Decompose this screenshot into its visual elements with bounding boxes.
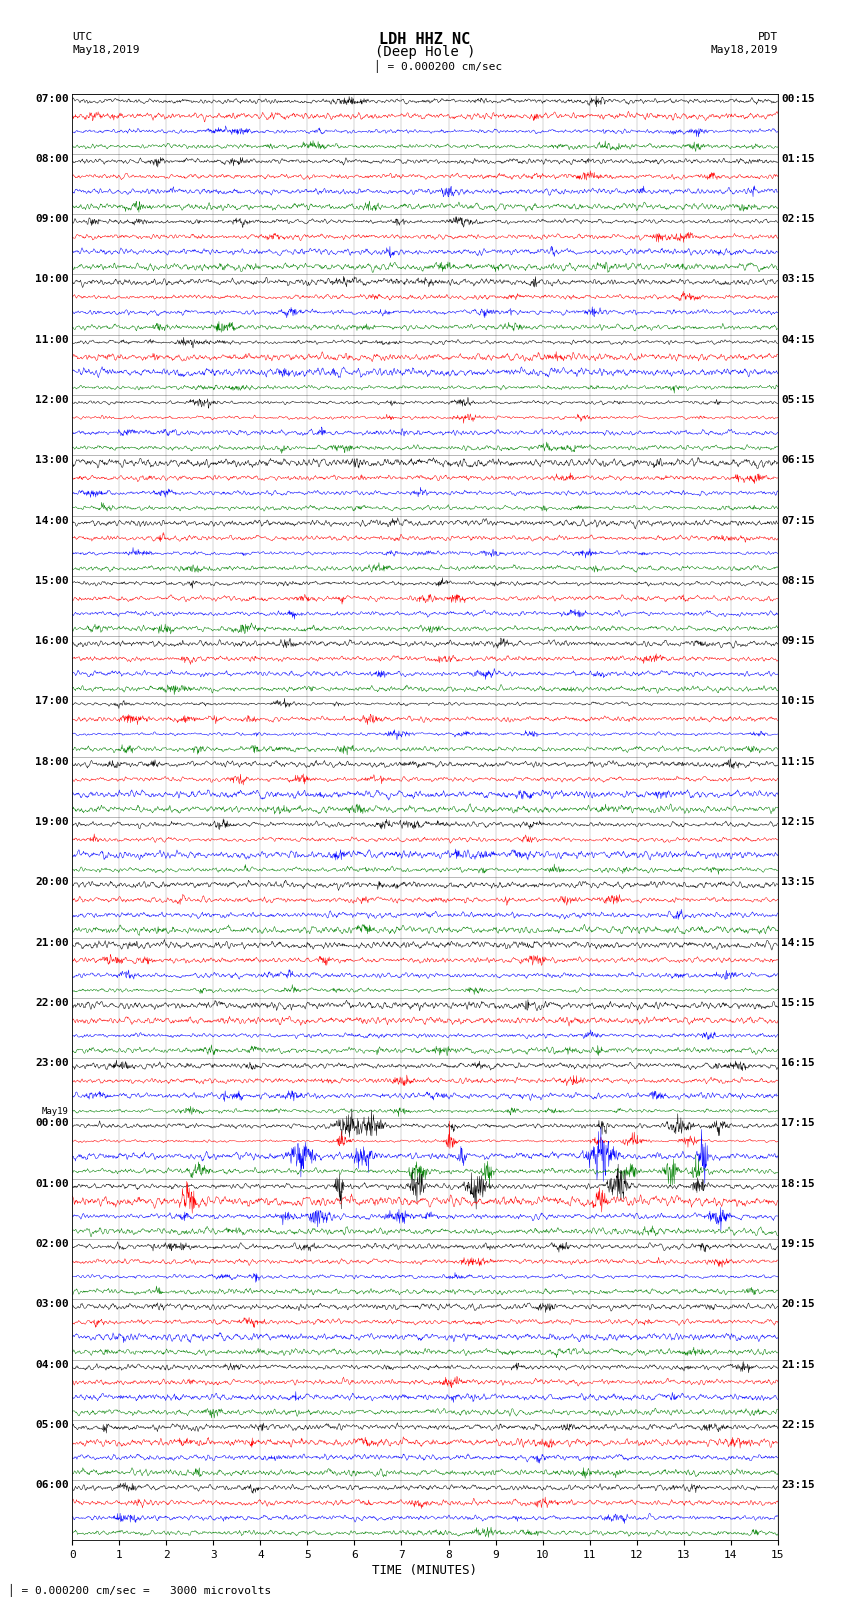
Text: 21:00: 21:00 — [35, 937, 69, 947]
Text: 23:15: 23:15 — [781, 1481, 815, 1490]
Text: 01:15: 01:15 — [781, 153, 815, 165]
Text: 02:00: 02:00 — [35, 1239, 69, 1248]
Text: 13:15: 13:15 — [781, 877, 815, 887]
Text: May18,2019: May18,2019 — [711, 45, 778, 55]
Text: 02:15: 02:15 — [781, 215, 815, 224]
Text: 20:00: 20:00 — [35, 877, 69, 887]
Text: 14:15: 14:15 — [781, 937, 815, 947]
Text: 19:00: 19:00 — [35, 818, 69, 827]
Text: 11:00: 11:00 — [35, 336, 69, 345]
Text: 23:00: 23:00 — [35, 1058, 69, 1068]
Text: 06:00: 06:00 — [35, 1481, 69, 1490]
Text: 14:00: 14:00 — [35, 516, 69, 526]
Text: May18,2019: May18,2019 — [72, 45, 139, 55]
Text: 13:00: 13:00 — [35, 455, 69, 465]
Text: UTC: UTC — [72, 32, 93, 42]
Text: 22:15: 22:15 — [781, 1419, 815, 1429]
Text: 21:15: 21:15 — [781, 1360, 815, 1369]
Text: 03:15: 03:15 — [781, 274, 815, 284]
Text: PDT: PDT — [757, 32, 778, 42]
Text: 19:15: 19:15 — [781, 1239, 815, 1248]
Text: (Deep Hole ): (Deep Hole ) — [375, 45, 475, 60]
Text: 07:00: 07:00 — [35, 94, 69, 103]
Text: 00:00: 00:00 — [35, 1118, 69, 1129]
Text: 17:00: 17:00 — [35, 697, 69, 706]
Text: 09:15: 09:15 — [781, 636, 815, 647]
Text: 18:15: 18:15 — [781, 1179, 815, 1189]
Text: │ = 0.000200 cm/sec =   3000 microvolts: │ = 0.000200 cm/sec = 3000 microvolts — [8, 1584, 272, 1597]
Text: 04:15: 04:15 — [781, 336, 815, 345]
Text: 12:00: 12:00 — [35, 395, 69, 405]
Text: 08:15: 08:15 — [781, 576, 815, 586]
Text: 15:00: 15:00 — [35, 576, 69, 586]
Text: 16:00: 16:00 — [35, 636, 69, 647]
Text: 10:15: 10:15 — [781, 697, 815, 706]
Text: 17:15: 17:15 — [781, 1118, 815, 1129]
Text: 08:00: 08:00 — [35, 153, 69, 165]
Text: 07:15: 07:15 — [781, 516, 815, 526]
Text: 01:00: 01:00 — [35, 1179, 69, 1189]
Text: 22:00: 22:00 — [35, 998, 69, 1008]
Text: 05:00: 05:00 — [35, 1419, 69, 1429]
X-axis label: TIME (MINUTES): TIME (MINUTES) — [372, 1565, 478, 1578]
Text: 09:00: 09:00 — [35, 215, 69, 224]
Text: 10:00: 10:00 — [35, 274, 69, 284]
Text: 15:15: 15:15 — [781, 998, 815, 1008]
Text: 04:00: 04:00 — [35, 1360, 69, 1369]
Text: 16:15: 16:15 — [781, 1058, 815, 1068]
Text: 12:15: 12:15 — [781, 818, 815, 827]
Text: 11:15: 11:15 — [781, 756, 815, 766]
Text: 20:15: 20:15 — [781, 1300, 815, 1310]
Text: LDH HHZ NC: LDH HHZ NC — [379, 32, 471, 47]
Text: 06:15: 06:15 — [781, 455, 815, 465]
Text: 00:15: 00:15 — [781, 94, 815, 103]
Text: 18:00: 18:00 — [35, 756, 69, 766]
Text: │ = 0.000200 cm/sec: │ = 0.000200 cm/sec — [374, 60, 502, 73]
Text: 03:00: 03:00 — [35, 1300, 69, 1310]
Text: May19: May19 — [42, 1107, 69, 1116]
Text: 05:15: 05:15 — [781, 395, 815, 405]
